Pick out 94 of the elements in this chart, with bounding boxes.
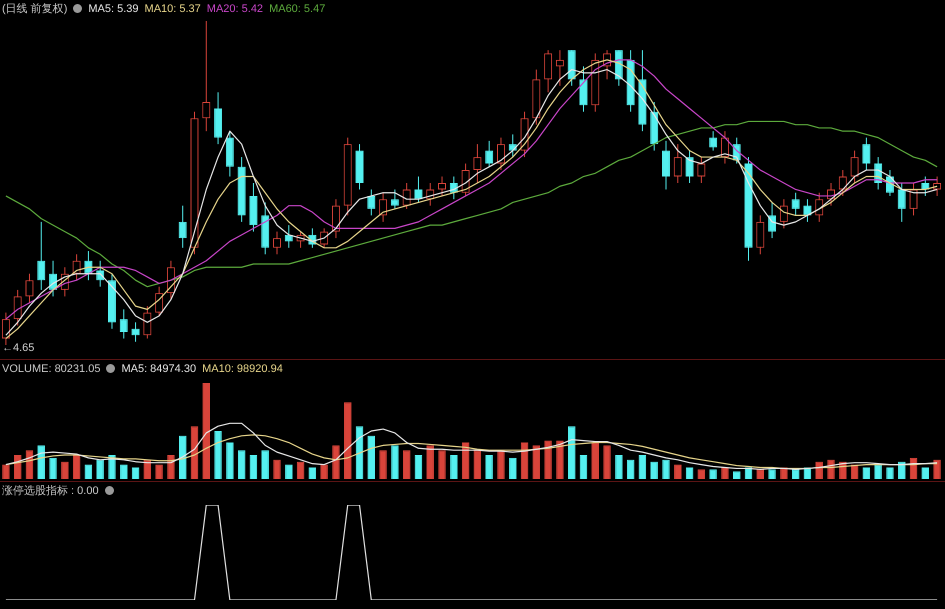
candlestick (709, 130, 718, 152)
candlestick (390, 188, 399, 210)
bar (898, 462, 906, 479)
candlestick (780, 198, 788, 229)
candlestick (544, 50, 552, 93)
bar (178, 436, 186, 479)
bar (226, 442, 234, 479)
candlestick (155, 286, 164, 316)
bar (72, 455, 80, 479)
bar (556, 440, 564, 479)
bar (379, 450, 387, 479)
text: MA5: 84974.30 (121, 362, 196, 374)
bar (96, 460, 104, 479)
bar (368, 436, 376, 479)
candlestick (14, 289, 22, 326)
candlestick (674, 144, 682, 184)
bar (544, 440, 552, 479)
candlestick (178, 205, 187, 248)
candlestick (120, 308, 128, 340)
bar (568, 426, 576, 479)
candlestick (662, 140, 670, 190)
text: MA10: 98920.94 (202, 362, 283, 374)
bar (238, 450, 246, 479)
bar (485, 455, 493, 479)
bar (497, 450, 505, 479)
bar (120, 464, 128, 479)
candlestick (556, 50, 564, 86)
bar (603, 445, 611, 479)
bar (2, 464, 10, 479)
candlestick (580, 66, 588, 112)
text: MA10: 5.37 (144, 2, 201, 14)
bar (84, 464, 92, 479)
candlestick (202, 20, 210, 132)
chart-title: VOLUME: 80231.05 (2, 362, 100, 374)
bar (214, 431, 222, 479)
bar (49, 458, 57, 479)
candlestick (862, 137, 870, 171)
bar (202, 383, 210, 479)
bar (592, 442, 599, 479)
candlestick (792, 192, 800, 216)
bar (650, 462, 658, 479)
candlestick (686, 150, 694, 184)
bar (38, 445, 45, 479)
bar (402, 450, 410, 479)
candlestick (756, 214, 764, 255)
candlestick (379, 192, 388, 222)
bar (262, 450, 269, 479)
bar (509, 458, 516, 479)
candlestick (284, 224, 293, 248)
bar (933, 460, 941, 479)
candlestick (910, 182, 918, 216)
candlestick (143, 306, 152, 340)
bar (850, 464, 858, 479)
bar (414, 455, 422, 479)
bar (14, 455, 22, 479)
bar (626, 460, 634, 479)
candlestick (25, 273, 34, 304)
bar (426, 445, 434, 479)
candlestick (921, 176, 930, 196)
chart-title: (日线 前复权) (2, 2, 68, 16)
text: MA5: 5.39 (88, 2, 139, 14)
bar (520, 442, 528, 479)
bar (580, 455, 588, 479)
bar (250, 455, 258, 479)
text: MA60: 5.47 (269, 2, 326, 14)
candlestick (850, 150, 859, 184)
text: MA20: 5.42 (206, 2, 264, 14)
chart-title: 涨停选股指标 : 0.00 (2, 484, 99, 498)
bar (615, 455, 623, 479)
bar (874, 464, 882, 479)
candlestick (37, 221, 46, 290)
annotation: ←4.65 (2, 342, 34, 354)
bar (674, 464, 682, 479)
candlestick (898, 182, 906, 222)
bar (532, 445, 540, 479)
candlestick (496, 137, 505, 171)
bar (144, 460, 152, 479)
bar (332, 445, 340, 479)
bar (662, 460, 670, 479)
bar (462, 442, 470, 479)
bar (61, 462, 69, 479)
bar (320, 464, 328, 479)
bar (450, 455, 458, 479)
bar (474, 450, 482, 479)
bar (638, 455, 646, 479)
bar (816, 462, 823, 479)
bar (344, 402, 352, 479)
bar (438, 450, 446, 479)
bar (296, 462, 304, 479)
candlestick (132, 322, 140, 342)
bar (285, 464, 293, 479)
bar (155, 464, 163, 479)
bar (273, 460, 281, 479)
bar (391, 445, 399, 479)
